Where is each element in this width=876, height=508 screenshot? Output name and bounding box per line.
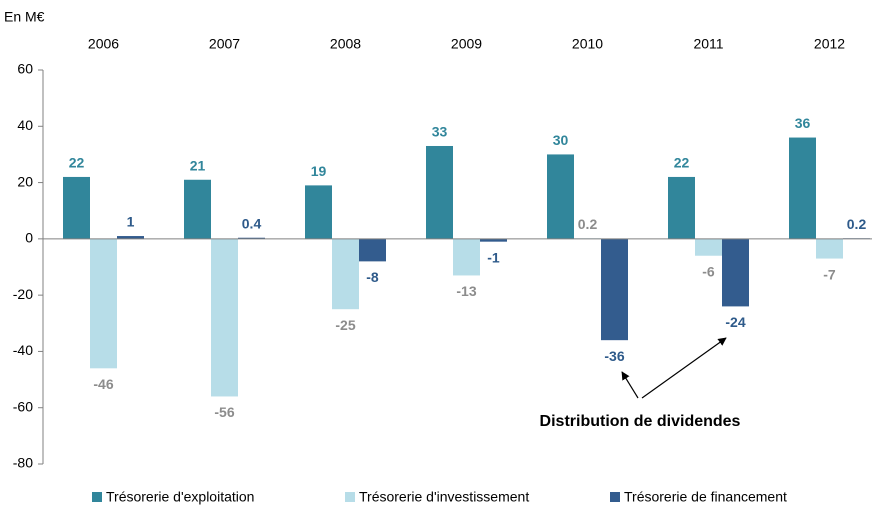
bar bbox=[359, 238, 386, 262]
bar bbox=[211, 238, 238, 397]
legend-swatch bbox=[610, 492, 620, 502]
legend-label: Trésorerie d'investissement bbox=[359, 489, 529, 505]
data-label: -13 bbox=[456, 283, 476, 299]
annotation: Distribution de dividendes bbox=[540, 413, 741, 430]
data-label: 30 bbox=[553, 132, 569, 148]
y-tick-label: -80 bbox=[13, 455, 33, 471]
y-tick-label: 60 bbox=[17, 61, 33, 77]
y-axis-label: En M€ bbox=[4, 9, 45, 25]
bar bbox=[789, 137, 816, 239]
data-label: 33 bbox=[432, 124, 448, 140]
y-tick-label: 0 bbox=[25, 230, 33, 246]
legend-swatch bbox=[92, 492, 102, 502]
bar bbox=[90, 238, 117, 369]
bar bbox=[453, 238, 480, 276]
legend-label: Trésorerie de financement bbox=[624, 489, 787, 505]
y-tick-label: -40 bbox=[13, 342, 33, 358]
data-label: 21 bbox=[190, 157, 206, 173]
data-label: -8 bbox=[366, 269, 379, 285]
data-label: 22 bbox=[69, 155, 85, 171]
x-tick-label: 2010 bbox=[572, 36, 603, 52]
data-label: 0.2 bbox=[578, 216, 598, 232]
x-tick-label: 2008 bbox=[330, 36, 361, 52]
arrow bbox=[621, 371, 639, 399]
data-label: -56 bbox=[214, 404, 234, 420]
bar bbox=[305, 185, 332, 239]
bar bbox=[601, 238, 628, 341]
y-tick-label: -20 bbox=[13, 286, 33, 302]
data-label: 36 bbox=[795, 115, 811, 131]
data-label: 19 bbox=[311, 163, 327, 179]
data-label: -36 bbox=[604, 348, 624, 364]
bar bbox=[547, 154, 574, 239]
bar bbox=[117, 236, 144, 239]
arrow bbox=[641, 337, 727, 399]
bar bbox=[332, 238, 359, 310]
data-label: 0.4 bbox=[242, 215, 262, 231]
data-label: 1 bbox=[127, 214, 135, 230]
bar bbox=[695, 238, 722, 256]
x-tick-label: 2006 bbox=[88, 36, 119, 52]
data-label: -24 bbox=[725, 314, 745, 330]
bar bbox=[668, 176, 695, 239]
y-tick-label: 20 bbox=[17, 173, 33, 189]
data-label: 22 bbox=[674, 155, 690, 171]
x-tick-label: 2007 bbox=[209, 36, 240, 52]
data-label: -6 bbox=[702, 263, 715, 279]
bar bbox=[426, 145, 453, 239]
data-label: -1 bbox=[487, 249, 500, 265]
data-label: -46 bbox=[93, 376, 113, 392]
y-tick-label: -60 bbox=[13, 398, 33, 414]
data-label: -25 bbox=[335, 317, 355, 333]
x-tick-label: 2011 bbox=[693, 36, 723, 52]
bar bbox=[63, 176, 90, 239]
legend-swatch bbox=[345, 492, 355, 502]
data-label: 0.2 bbox=[847, 216, 867, 232]
x-tick-label: 2012 bbox=[814, 36, 845, 52]
bar bbox=[722, 238, 749, 307]
bar bbox=[480, 238, 507, 242]
y-tick-label: 40 bbox=[17, 117, 33, 133]
bar bbox=[184, 179, 211, 239]
data-label: -7 bbox=[823, 266, 836, 282]
x-tick-label: 2009 bbox=[451, 36, 482, 52]
legend-label: Trésorerie d'exploitation bbox=[106, 489, 254, 505]
bar bbox=[238, 237, 265, 239]
bar bbox=[816, 238, 843, 259]
